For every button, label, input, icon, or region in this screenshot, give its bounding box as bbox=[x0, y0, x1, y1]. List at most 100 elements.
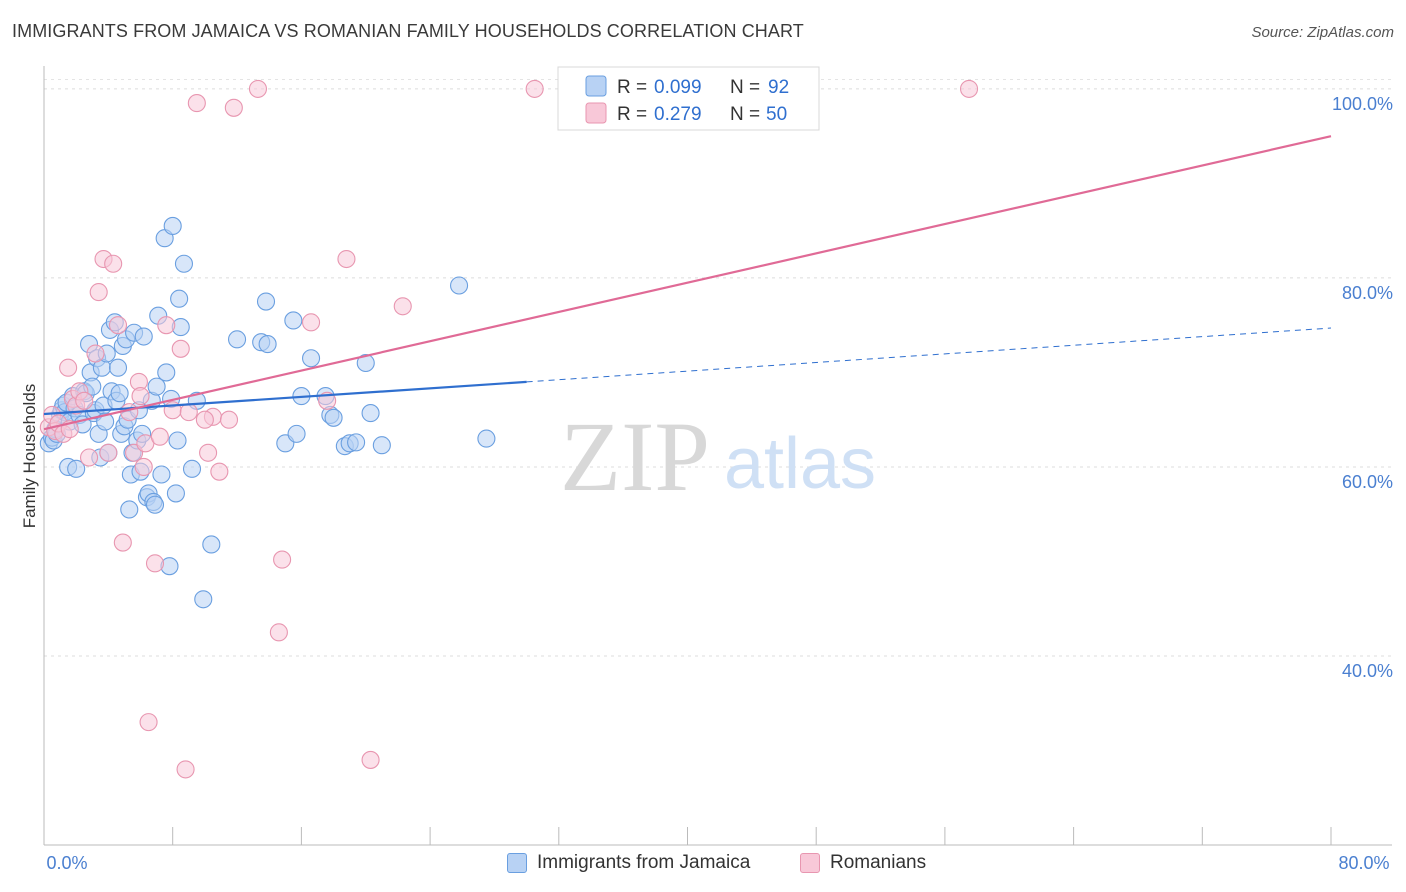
source-label: Source: ZipAtlas.com bbox=[1251, 24, 1394, 41]
point-romanians-39 bbox=[269, 623, 288, 642]
y-tick-label-1: 60.0% bbox=[1342, 472, 1393, 492]
point-romanians-27 bbox=[157, 316, 176, 335]
legend-r-value-1: 0.099 bbox=[654, 77, 702, 98]
legend-label-jamaica: Immigrants from Jamaica bbox=[537, 852, 751, 873]
x-tick-label-right: 80.0% bbox=[1338, 853, 1389, 873]
series-legend: Immigrants from Jamaica Romanians bbox=[0, 852, 1406, 878]
point-jamaica-76 bbox=[256, 292, 276, 311]
point-jamaica-73 bbox=[202, 535, 221, 554]
axes bbox=[43, 66, 1392, 846]
point-romanians-29 bbox=[171, 339, 190, 358]
point-romanians-11 bbox=[79, 448, 99, 467]
legend-item-jamaica: Immigrants from Jamaica bbox=[507, 852, 750, 874]
legend-swatch-romanians bbox=[585, 102, 607, 124]
point-romanians-15 bbox=[99, 443, 118, 462]
x-tick-label-left: 0.0% bbox=[46, 853, 87, 873]
trend-line-jamaica-extrapolated bbox=[526, 327, 1332, 383]
point-romanians-41 bbox=[302, 313, 321, 332]
legend-swatch-romanians-bottom bbox=[800, 853, 820, 873]
point-jamaica-77 bbox=[258, 335, 277, 354]
point-romanians-35 bbox=[210, 462, 229, 481]
point-romanians-5 bbox=[59, 358, 78, 377]
legend-swatch-jamaica bbox=[585, 75, 607, 97]
point-jamaica-79 bbox=[284, 311, 303, 330]
point-jamaica-90 bbox=[361, 404, 380, 423]
data-points bbox=[39, 79, 979, 779]
trend-line-romanians bbox=[43, 135, 1332, 431]
point-romanians-31 bbox=[179, 403, 198, 422]
legend-n-label-2: N = bbox=[730, 104, 760, 125]
point-jamaica-70 bbox=[182, 459, 202, 478]
legend-label-romanians: Romanians bbox=[830, 852, 927, 873]
point-romanians-46 bbox=[525, 79, 544, 98]
legend-n-value-1: 92 bbox=[768, 77, 789, 98]
point-jamaica-82 bbox=[302, 349, 321, 368]
point-jamaica-89 bbox=[356, 353, 375, 373]
y-tick-label-3: 100.0% bbox=[1332, 94, 1393, 114]
point-jamaica-36 bbox=[108, 358, 128, 377]
point-romanians-25 bbox=[145, 554, 165, 573]
point-romanians-22 bbox=[134, 457, 153, 477]
point-romanians-12 bbox=[86, 344, 105, 363]
point-jamaica-85 bbox=[324, 408, 343, 427]
point-romanians-37 bbox=[224, 98, 243, 117]
watermark-zip: ZIP bbox=[560, 401, 710, 512]
legend-swatch-jamaica-bottom bbox=[507, 853, 527, 873]
point-romanians-16 bbox=[104, 254, 123, 273]
point-jamaica-56 bbox=[145, 495, 165, 514]
legend-n-label-1: N = bbox=[730, 77, 760, 98]
point-romanians-48 bbox=[195, 410, 214, 429]
point-jamaica-57 bbox=[147, 377, 166, 396]
point-jamaica-37 bbox=[110, 384, 129, 403]
point-romanians-45 bbox=[393, 297, 412, 316]
point-jamaica-69 bbox=[174, 254, 194, 273]
point-jamaica-67 bbox=[170, 289, 189, 308]
point-romanians-26 bbox=[150, 427, 169, 446]
point-jamaica-29 bbox=[96, 412, 115, 431]
point-romanians-24 bbox=[139, 713, 158, 732]
point-jamaica-93 bbox=[372, 436, 391, 455]
point-jamaica-59 bbox=[152, 465, 171, 484]
point-romanians-38 bbox=[248, 79, 268, 98]
point-romanians-49 bbox=[131, 387, 150, 406]
point-romanians-36 bbox=[219, 410, 239, 429]
point-jamaica-65 bbox=[166, 484, 185, 503]
chart-title: IMMIGRANTS FROM JAMAICA VS ROMANIAN FAMI… bbox=[12, 21, 804, 41]
point-romanians-40 bbox=[273, 550, 292, 569]
point-jamaica-43 bbox=[120, 500, 139, 519]
point-romanians-33 bbox=[199, 443, 218, 462]
point-jamaica-88 bbox=[347, 433, 366, 452]
y-tick-label-2: 80.0% bbox=[1342, 283, 1393, 303]
point-jamaica-66 bbox=[168, 431, 187, 450]
trend-lines bbox=[43, 135, 1332, 431]
point-jamaica-64 bbox=[163, 216, 182, 235]
legend-r-value-2: 0.279 bbox=[654, 104, 702, 125]
stats-legend: R = 0.099 N = 92 R = 0.279 N = 50 bbox=[557, 66, 820, 131]
y-axis-label: Family Households bbox=[20, 384, 39, 529]
point-jamaica-74 bbox=[228, 330, 247, 349]
point-romanians-43 bbox=[337, 249, 356, 269]
legend-r-label-2: R = bbox=[617, 104, 647, 125]
watermark-atlas: atlas bbox=[724, 424, 876, 504]
legend-r-label-1: R = bbox=[617, 77, 647, 98]
point-romanians-18 bbox=[113, 533, 132, 552]
point-jamaica-51 bbox=[134, 327, 153, 346]
point-romanians-17 bbox=[108, 316, 128, 335]
point-romanians-30 bbox=[176, 760, 195, 779]
y-tick-labels: 40.0% 60.0% 80.0% 100.0% bbox=[1332, 94, 1393, 681]
point-romanians-47 bbox=[959, 79, 979, 98]
point-jamaica-91 bbox=[450, 276, 469, 295]
trend-line-jamaica bbox=[43, 380, 527, 416]
point-jamaica-80 bbox=[287, 424, 306, 443]
point-jamaica-72 bbox=[194, 590, 213, 609]
point-romanians-44 bbox=[361, 750, 380, 769]
point-romanians-32 bbox=[187, 94, 206, 113]
point-romanians-10 bbox=[75, 391, 94, 410]
y-tick-label-0: 40.0% bbox=[1342, 661, 1393, 681]
legend-item-romanians: Romanians bbox=[800, 852, 926, 874]
point-romanians-13 bbox=[89, 283, 108, 302]
gridlines bbox=[44, 78, 1392, 657]
point-jamaica-92 bbox=[477, 429, 496, 448]
point-jamaica-14 bbox=[67, 459, 86, 478]
